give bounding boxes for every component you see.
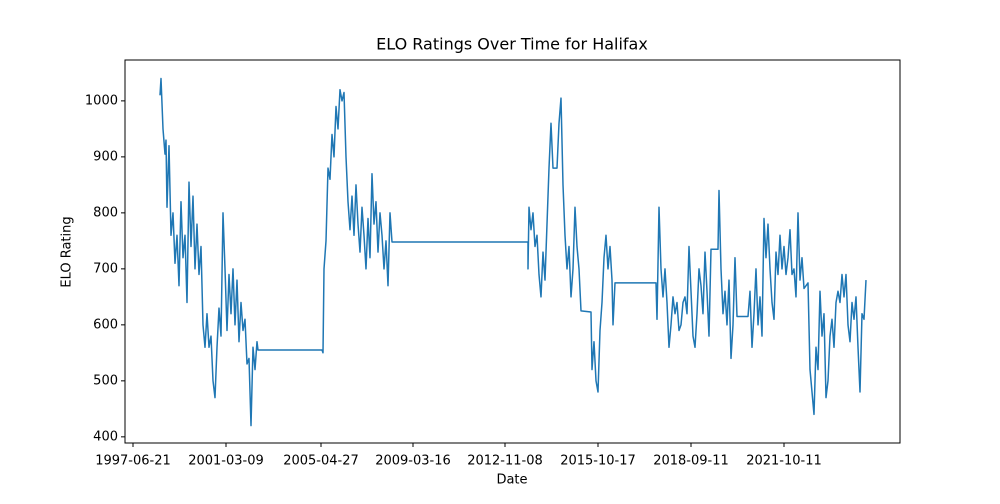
y-tick-label: 900 <box>93 149 118 164</box>
y-tick-label: 500 <box>93 373 118 388</box>
x-tick-label: 2009-03-16 <box>375 454 451 469</box>
x-tick-label: 2021-10-11 <box>746 454 822 469</box>
y-tick-label: 700 <box>93 261 118 276</box>
y-tick-label: 800 <box>93 205 118 220</box>
chart-title: ELO Ratings Over Time for Halifax <box>376 35 648 54</box>
plot-frame <box>124 59 901 444</box>
y-tick-label: 600 <box>93 317 118 332</box>
x-tick-label: 2005-04-27 <box>283 454 359 469</box>
line <box>159 77 867 427</box>
x-axis-label: Date <box>496 473 527 488</box>
x-tick-label: 2001-03-09 <box>188 454 264 469</box>
y-tick-label: 1000 <box>85 93 118 108</box>
y-axis-label: ELO Rating <box>60 216 75 287</box>
y-tick-label: 400 <box>93 429 118 444</box>
x-tick-label: 2012-11-08 <box>467 454 543 469</box>
x-tick-label: 2018-09-11 <box>653 454 729 469</box>
x-tick-label: 2015-10-17 <box>560 454 636 469</box>
x-tick-label: 1997-06-21 <box>95 454 171 469</box>
